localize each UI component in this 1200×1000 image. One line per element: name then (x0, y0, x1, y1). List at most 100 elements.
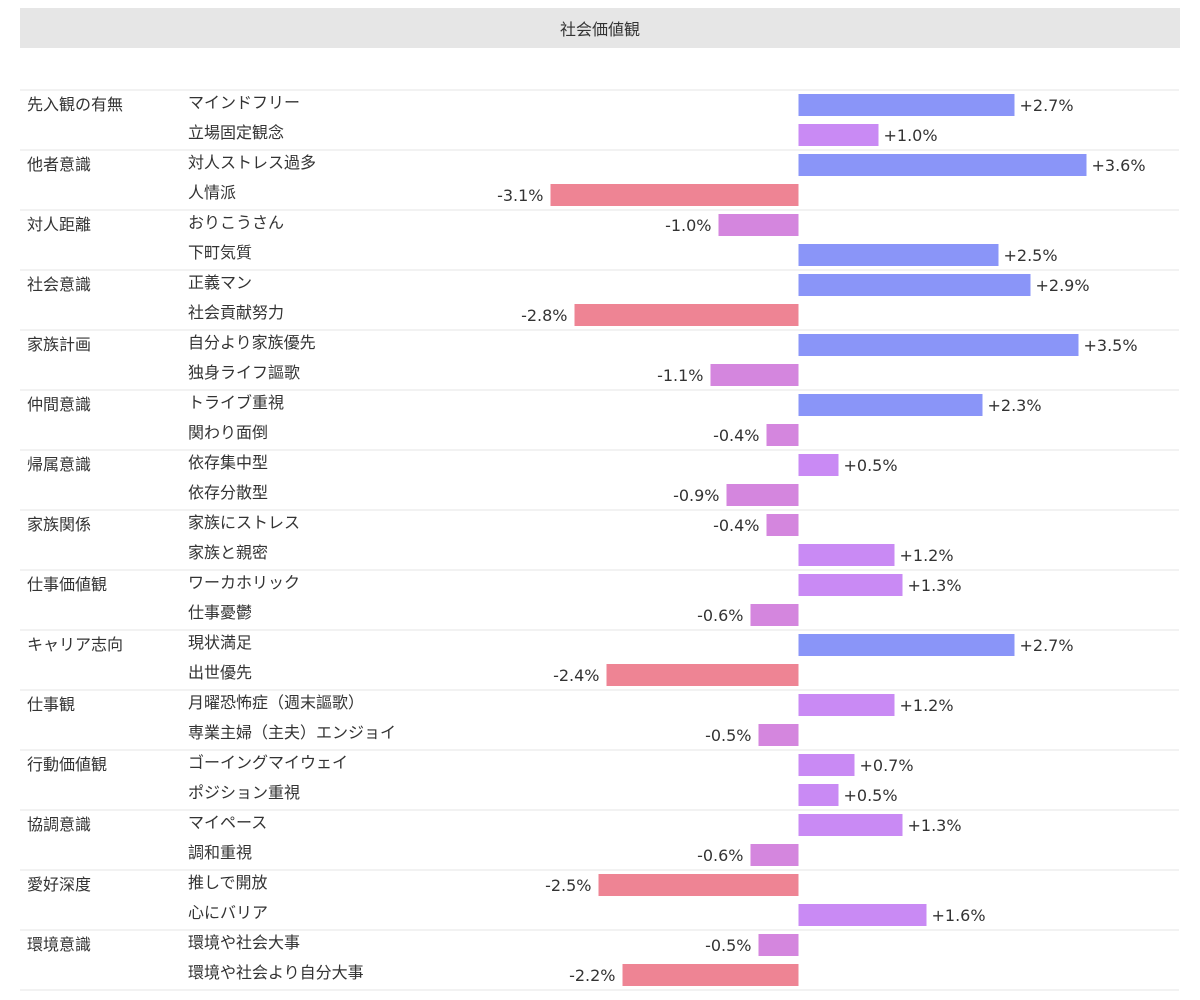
bar (798, 634, 1015, 656)
item-label: 調和重視 (188, 843, 252, 862)
item-label: 推しで開放 (188, 873, 268, 892)
bar (550, 184, 799, 206)
value-label: -0.5% (705, 936, 751, 955)
bar (606, 664, 799, 686)
item-label: 月曜恐怖症（週末謳歌） (188, 693, 364, 712)
value-label: -2.8% (521, 306, 567, 325)
bar (766, 514, 799, 536)
item-label: 下町気質 (188, 243, 252, 262)
item-label: 人情派 (188, 183, 236, 202)
value-label: +0.7% (860, 756, 914, 775)
bar (798, 454, 839, 476)
group-label: 環境意識 (27, 935, 91, 954)
item-label: 正義マン (188, 273, 252, 292)
bar (710, 364, 799, 386)
value-label: -0.4% (713, 516, 759, 535)
chart-title-bar: 社会価値観 (20, 8, 1180, 48)
bar (798, 814, 903, 836)
item-label: 独身ライフ謳歌 (188, 363, 300, 382)
value-label: +0.5% (844, 456, 898, 475)
item-label: ワーカホリック (188, 573, 300, 592)
value-label: -3.1% (497, 186, 543, 205)
value-label: -2.4% (553, 666, 599, 685)
value-label: +1.0% (884, 126, 938, 145)
group-label: 他者意識 (27, 155, 91, 174)
group-label: 家族関係 (27, 515, 91, 534)
group-label: 仕事観 (27, 695, 75, 714)
value-label: +2.3% (988, 396, 1042, 415)
bar (798, 124, 879, 146)
bar (726, 484, 799, 506)
bar (798, 274, 1031, 296)
item-label: 仕事憂鬱 (188, 603, 252, 622)
item-label: ゴーイングマイウェイ (188, 753, 348, 772)
value-label: -0.9% (673, 486, 719, 505)
group-label: 社会意識 (27, 275, 91, 294)
item-label: おりこうさん (188, 213, 284, 232)
item-label: 専業主婦（主夫）エンジョイ (188, 723, 396, 742)
value-label: +3.6% (1092, 156, 1146, 175)
value-label: +1.6% (932, 906, 986, 925)
item-label: 心にバリア (188, 903, 268, 922)
group-label: 家族計画 (27, 335, 91, 354)
bar (766, 424, 799, 446)
bar (758, 724, 799, 746)
bar (718, 214, 799, 236)
group-label: 協調意識 (27, 815, 91, 834)
value-label: -1.0% (665, 216, 711, 235)
item-label: 環境や社会大事 (188, 933, 300, 952)
value-label: +2.5% (1004, 246, 1058, 265)
group-label: 帰属意識 (27, 455, 91, 474)
item-label: 環境や社会より自分大事 (188, 963, 364, 982)
group-label: キャリア志向 (27, 635, 123, 654)
bar (798, 904, 927, 926)
bar (574, 304, 799, 326)
bar (798, 154, 1087, 176)
item-label: ポジション重視 (188, 783, 300, 802)
item-label: 家族にストレス (188, 513, 300, 532)
value-label: +1.2% (900, 546, 954, 565)
value-label: +0.5% (844, 786, 898, 805)
value-label: +1.2% (900, 696, 954, 715)
group-label: 仕事価値観 (27, 575, 107, 594)
value-label: -0.5% (705, 726, 751, 745)
value-label: +3.5% (1084, 336, 1138, 355)
item-label: 関わり面倒 (188, 423, 268, 442)
bar (798, 574, 903, 596)
item-label: 家族と親密 (188, 543, 268, 562)
bar (622, 964, 799, 986)
value-label: +2.9% (1036, 276, 1090, 295)
value-label: +1.3% (908, 576, 962, 595)
value-label: +2.7% (1020, 636, 1074, 655)
bar (798, 544, 895, 566)
bar (798, 694, 895, 716)
bar (798, 244, 999, 266)
value-label: -0.6% (697, 606, 743, 625)
bar (798, 784, 839, 806)
bar (750, 844, 799, 866)
group-label: 行動価値観 (27, 755, 107, 774)
value-label: +1.3% (908, 816, 962, 835)
value-label: -2.2% (569, 966, 615, 985)
item-label: 社会貢献努力 (188, 303, 284, 322)
value-label: -0.6% (697, 846, 743, 865)
item-label: 立場固定観念 (188, 123, 284, 142)
bar (798, 394, 983, 416)
bar (598, 874, 799, 896)
chart-title: 社会価値観 (559, 20, 640, 39)
bar (798, 754, 855, 776)
item-label: マインドフリー (188, 93, 300, 112)
item-label: マイペース (188, 813, 267, 832)
group-label: 対人距離 (27, 215, 91, 234)
item-label: 現状満足 (188, 633, 252, 652)
item-label: 依存分散型 (188, 483, 268, 502)
item-label: トライブ重視 (188, 393, 284, 412)
value-label: -1.1% (657, 366, 703, 385)
bar (750, 604, 799, 626)
item-label: 対人ストレス過多 (188, 153, 316, 172)
value-label: -0.4% (713, 426, 759, 445)
item-label: 出世優先 (188, 663, 252, 682)
bar (798, 94, 1015, 116)
group-label: 愛好深度 (27, 875, 91, 894)
